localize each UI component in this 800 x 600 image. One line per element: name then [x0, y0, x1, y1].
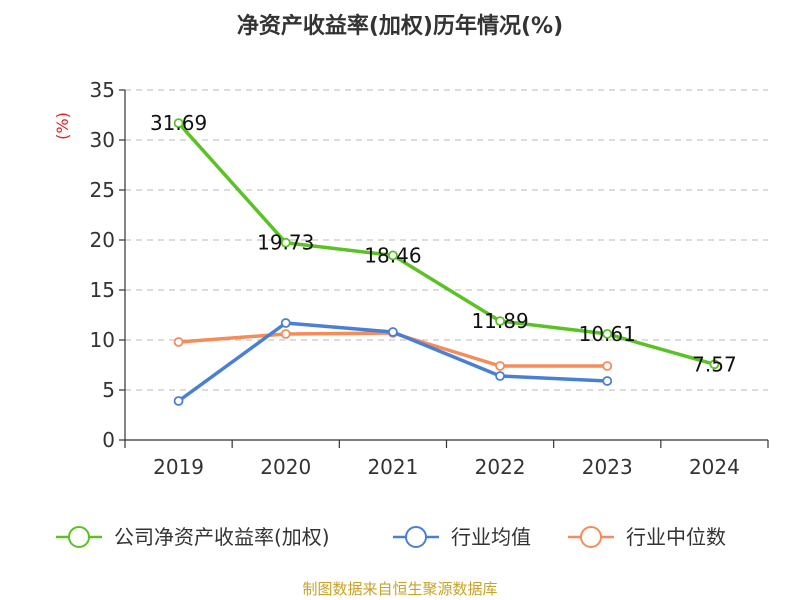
data-labels: 31.69 19.73 18.46 11.89 10.61 7.57	[150, 111, 737, 376]
data-label: 10.61	[579, 322, 636, 346]
series-point	[173, 337, 184, 347]
y-tick-label: 25	[90, 178, 115, 202]
x-tick-label: 2021	[367, 455, 418, 479]
series-point	[173, 118, 184, 128]
series-point	[602, 361, 613, 371]
x-tick-label: 2022	[475, 455, 526, 479]
data-label: 7.57	[692, 352, 737, 376]
legend-swatch-marker	[580, 526, 602, 548]
series-line	[178, 331, 608, 368]
series-point	[280, 237, 291, 248]
series-point	[495, 361, 505, 371]
legend-swatch-marker	[405, 526, 427, 548]
y-tick-label: 35	[90, 78, 115, 102]
legend-swatch-marker	[68, 526, 90, 548]
data-label: 11.89	[471, 309, 528, 333]
data-label: 18.46	[364, 243, 421, 267]
y-tick-label: 10	[90, 328, 115, 352]
y-tick-label: 15	[90, 278, 115, 302]
legend-label: 行业中位数	[626, 525, 726, 549]
source-note: 制图数据来自恒生聚源数据库	[302, 580, 497, 598]
x-tick-label: 2019	[153, 455, 204, 479]
x-tick-label: 2024	[689, 455, 740, 479]
y-tick-label: 5	[102, 378, 115, 402]
legend-label: 行业均值	[451, 525, 531, 549]
series-point	[602, 328, 613, 339]
data-label: 19.73	[257, 231, 314, 255]
y-axis-label: (%)	[53, 112, 72, 140]
series-point	[388, 250, 398, 261]
y-tick-label: 20	[90, 228, 115, 252]
y-tick-label: 0	[102, 428, 115, 452]
series-point	[495, 316, 505, 327]
axes: 0 5 10 15 20 25 30 35 2019 2020 2021 2022 2023 2024	[90, 78, 769, 479]
series-point	[709, 359, 720, 370]
series-lines	[173, 118, 720, 406]
grid-lines	[125, 89, 768, 391]
legend-label: 公司净资产收益率(加权)	[114, 525, 330, 549]
series-point	[388, 327, 398, 337]
series-point	[602, 376, 613, 386]
series-point	[280, 329, 291, 339]
series-line	[177, 121, 715, 366]
y-tick-label: 30	[90, 128, 115, 152]
series-point	[173, 396, 184, 406]
data-label: 31.69	[150, 111, 207, 135]
legend: 公司净资产收益率(加权) 行业均值 行业中位数	[56, 525, 726, 549]
x-tick-label: 2020	[260, 455, 311, 479]
series-point	[495, 371, 505, 381]
chart-title: 净资产收益率(加权)历年情况(%)	[237, 13, 563, 39]
x-tick-label: 2023	[582, 455, 633, 479]
series-point	[280, 318, 291, 328]
